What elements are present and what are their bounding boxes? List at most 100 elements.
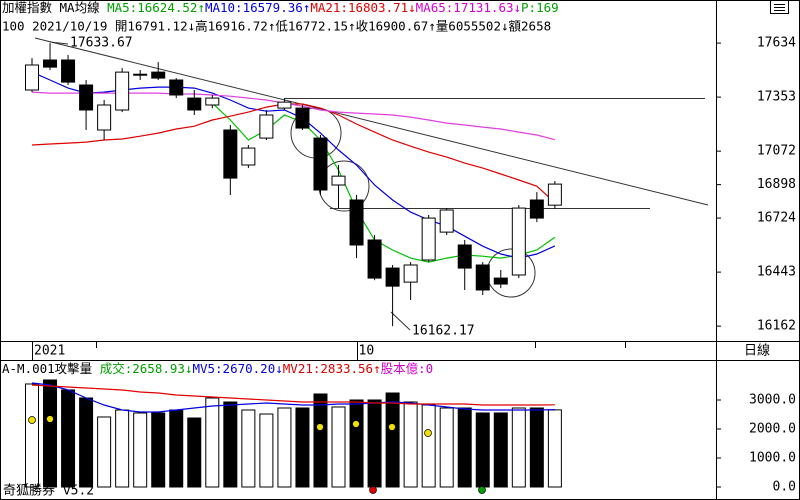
header-item: MA21:16803.71↓ [310, 0, 415, 15]
volume-bar [547, 409, 562, 488]
candle-body [421, 217, 436, 261]
volume-bar [331, 406, 346, 488]
volume-bar [367, 399, 382, 488]
candle-body [457, 244, 472, 269]
volume-bar [421, 404, 436, 488]
candle-body [385, 267, 400, 287]
ma-line [31, 384, 555, 406]
candle-body [331, 175, 346, 186]
volume-bar [295, 407, 310, 488]
header-item: MV5:2670.20↓ [192, 361, 282, 376]
header-item: A-M.001攻擊量 [2, 361, 100, 376]
y-tick-label: 16898 [757, 177, 796, 192]
volume-bar [241, 409, 256, 488]
header-item: 成交:2658.93↓ [100, 361, 193, 376]
candle-body [277, 101, 292, 109]
max-annotation: 17633.67 [70, 36, 133, 51]
candle-body [259, 114, 274, 139]
period-label: 日線 [744, 343, 770, 359]
volume-bar [97, 416, 112, 488]
y-tick-label: 2000.0 [749, 421, 796, 436]
y-tick-label: 16162 [757, 319, 796, 334]
candle-body [313, 137, 328, 191]
volume-bar [457, 407, 472, 488]
x-tick-label: 10 [359, 344, 375, 359]
candle-body [133, 73, 148, 76]
volume-bar [493, 412, 508, 488]
volume-bar [43, 379, 58, 488]
y-tick-label: 1000.0 [749, 450, 796, 465]
signal-dots [28, 415, 486, 494]
min-annotation: 16162.17 [412, 324, 475, 339]
candle-body [475, 264, 490, 291]
header-item: MA10:16579.36↑ [205, 0, 310, 15]
candle-body [367, 239, 382, 279]
candle-body [169, 79, 184, 96]
candle-body [511, 207, 526, 276]
volume-bar [385, 392, 400, 488]
volume-bar [61, 389, 76, 488]
candle-body [493, 277, 508, 285]
volume-bar [169, 409, 184, 488]
y-tick-label: 16443 [757, 265, 796, 280]
candle-body [25, 64, 39, 91]
y-tick-label: 0.0 [773, 480, 796, 495]
volume-bar [403, 401, 418, 488]
plot-area: 加權指數 MA均線 MA5:16624.52↑MA10:16579.36↑MA2… [2, 0, 562, 488]
header: A-M.001攻擊量 成交:2658.93↓MV5:2670.20↓MV21:2… [2, 361, 433, 376]
volume-bar [151, 412, 166, 488]
header-item: MA5:16624.52↑ [107, 0, 205, 15]
candle-body [349, 199, 364, 246]
candle-body [79, 84, 94, 111]
y-tick-label: 17353 [757, 90, 796, 105]
annotation-leader [49, 41, 69, 45]
candle-body [43, 59, 58, 68]
header-item: P:169 [521, 0, 559, 15]
candle-body [403, 264, 418, 283]
volume-bar [475, 412, 490, 488]
volume-bar [349, 399, 364, 488]
candle-body [529, 199, 544, 219]
ma-line [31, 71, 556, 259]
volume-bar [439, 407, 454, 488]
ma-line [31, 103, 556, 204]
volume-bar [511, 407, 526, 488]
volume-bar [25, 383, 39, 488]
candle-body [241, 147, 256, 166]
candle-body [439, 209, 454, 233]
time-ticks [32, 341, 626, 360]
drawings [34, 37, 709, 331]
header-item: 加權指數 MA均線 [2, 0, 107, 15]
y-tick-label: 3000.0 [749, 392, 796, 407]
candle-body [295, 107, 310, 129]
candle-body [115, 71, 130, 111]
annotation-leader [390, 311, 411, 331]
volume-bar [529, 407, 544, 488]
candle-body [187, 97, 202, 111]
x-tick-label: 2021 [34, 344, 65, 359]
header: 加權指數 MA均線 MA5:16624.52↑MA10:16579.36↑MA2… [2, 0, 559, 15]
y-tick-label: 17072 [757, 144, 796, 159]
candle-body [223, 129, 238, 179]
trend-line [34, 37, 709, 206]
candle-body [97, 104, 112, 131]
y-tick-label: 16724 [757, 211, 796, 226]
volume-bar [79, 397, 94, 488]
candle-body [151, 71, 166, 79]
candle-body [205, 97, 220, 106]
volume-bar [187, 417, 202, 488]
volume-bar [133, 412, 148, 488]
candle-body [61, 59, 76, 83]
header-item: 股本億:0 [381, 361, 434, 376]
ma-line [31, 382, 555, 413]
volume-bar [277, 407, 292, 488]
footer: 奇狐勝券 v5.2 [3, 483, 94, 499]
volume-bar [259, 413, 274, 488]
volume-bar [223, 401, 238, 488]
header-item: MA65:17131.63↓ [416, 0, 521, 15]
y-tick-label: 17634 [757, 36, 796, 51]
header-item: MV21:2833.56↑ [283, 361, 381, 376]
volume-bar [313, 393, 328, 488]
volume-bar [115, 409, 130, 488]
